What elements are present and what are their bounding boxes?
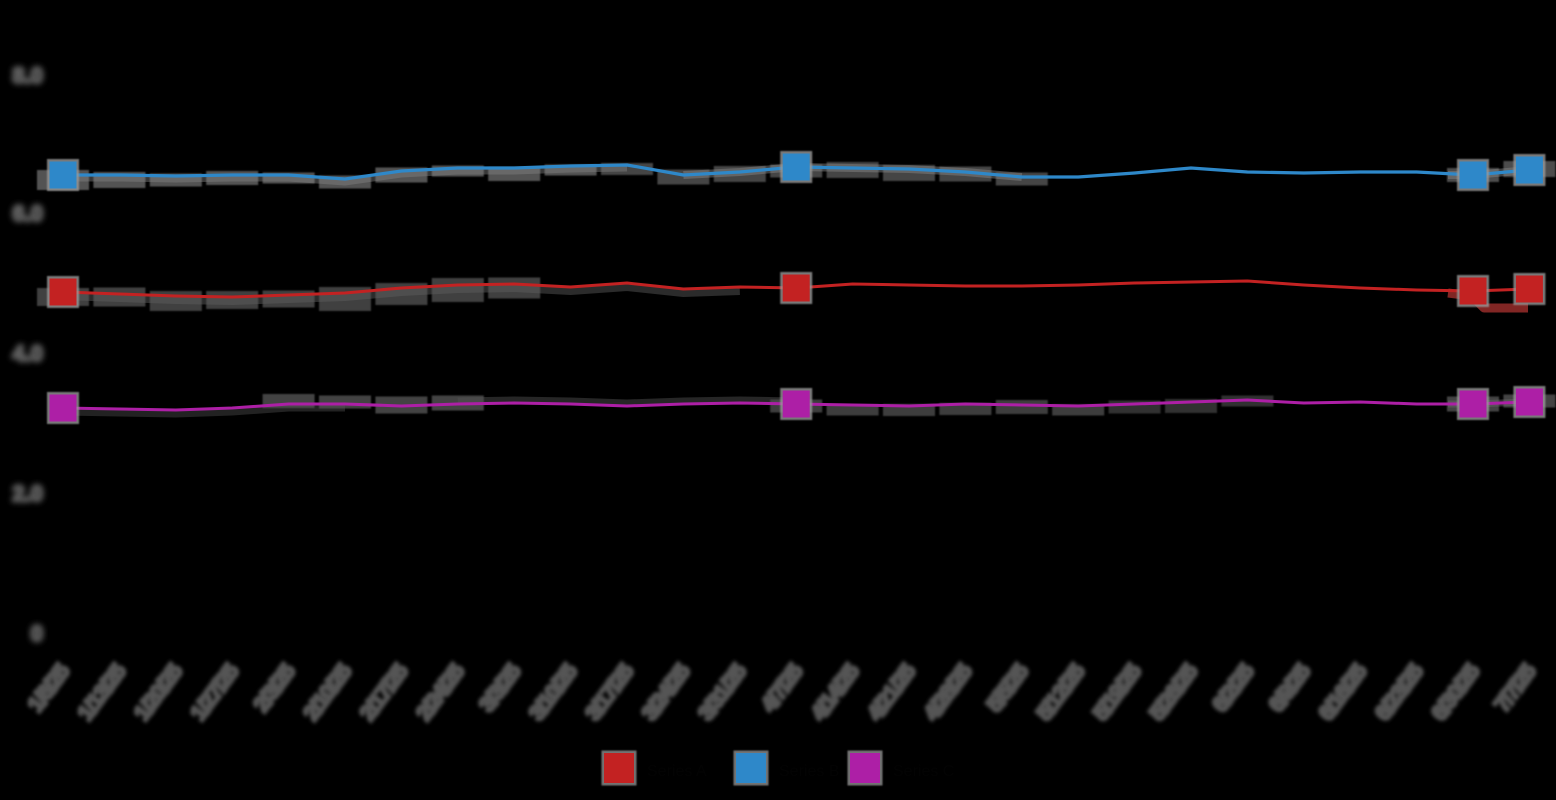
svg-text:2.0: 2.0 (12, 481, 43, 506)
svg-text:Series B: Series B (779, 763, 839, 780)
svg-text:0: 0 (31, 621, 43, 646)
svg-text:6.0: 6.0 (12, 201, 43, 226)
svg-text:8.0: 8.0 (12, 63, 43, 88)
svg-text:Series A: Series A (647, 763, 707, 780)
svg-text:4.0: 4.0 (12, 341, 43, 366)
svg-text:Series C: Series C (893, 763, 954, 780)
